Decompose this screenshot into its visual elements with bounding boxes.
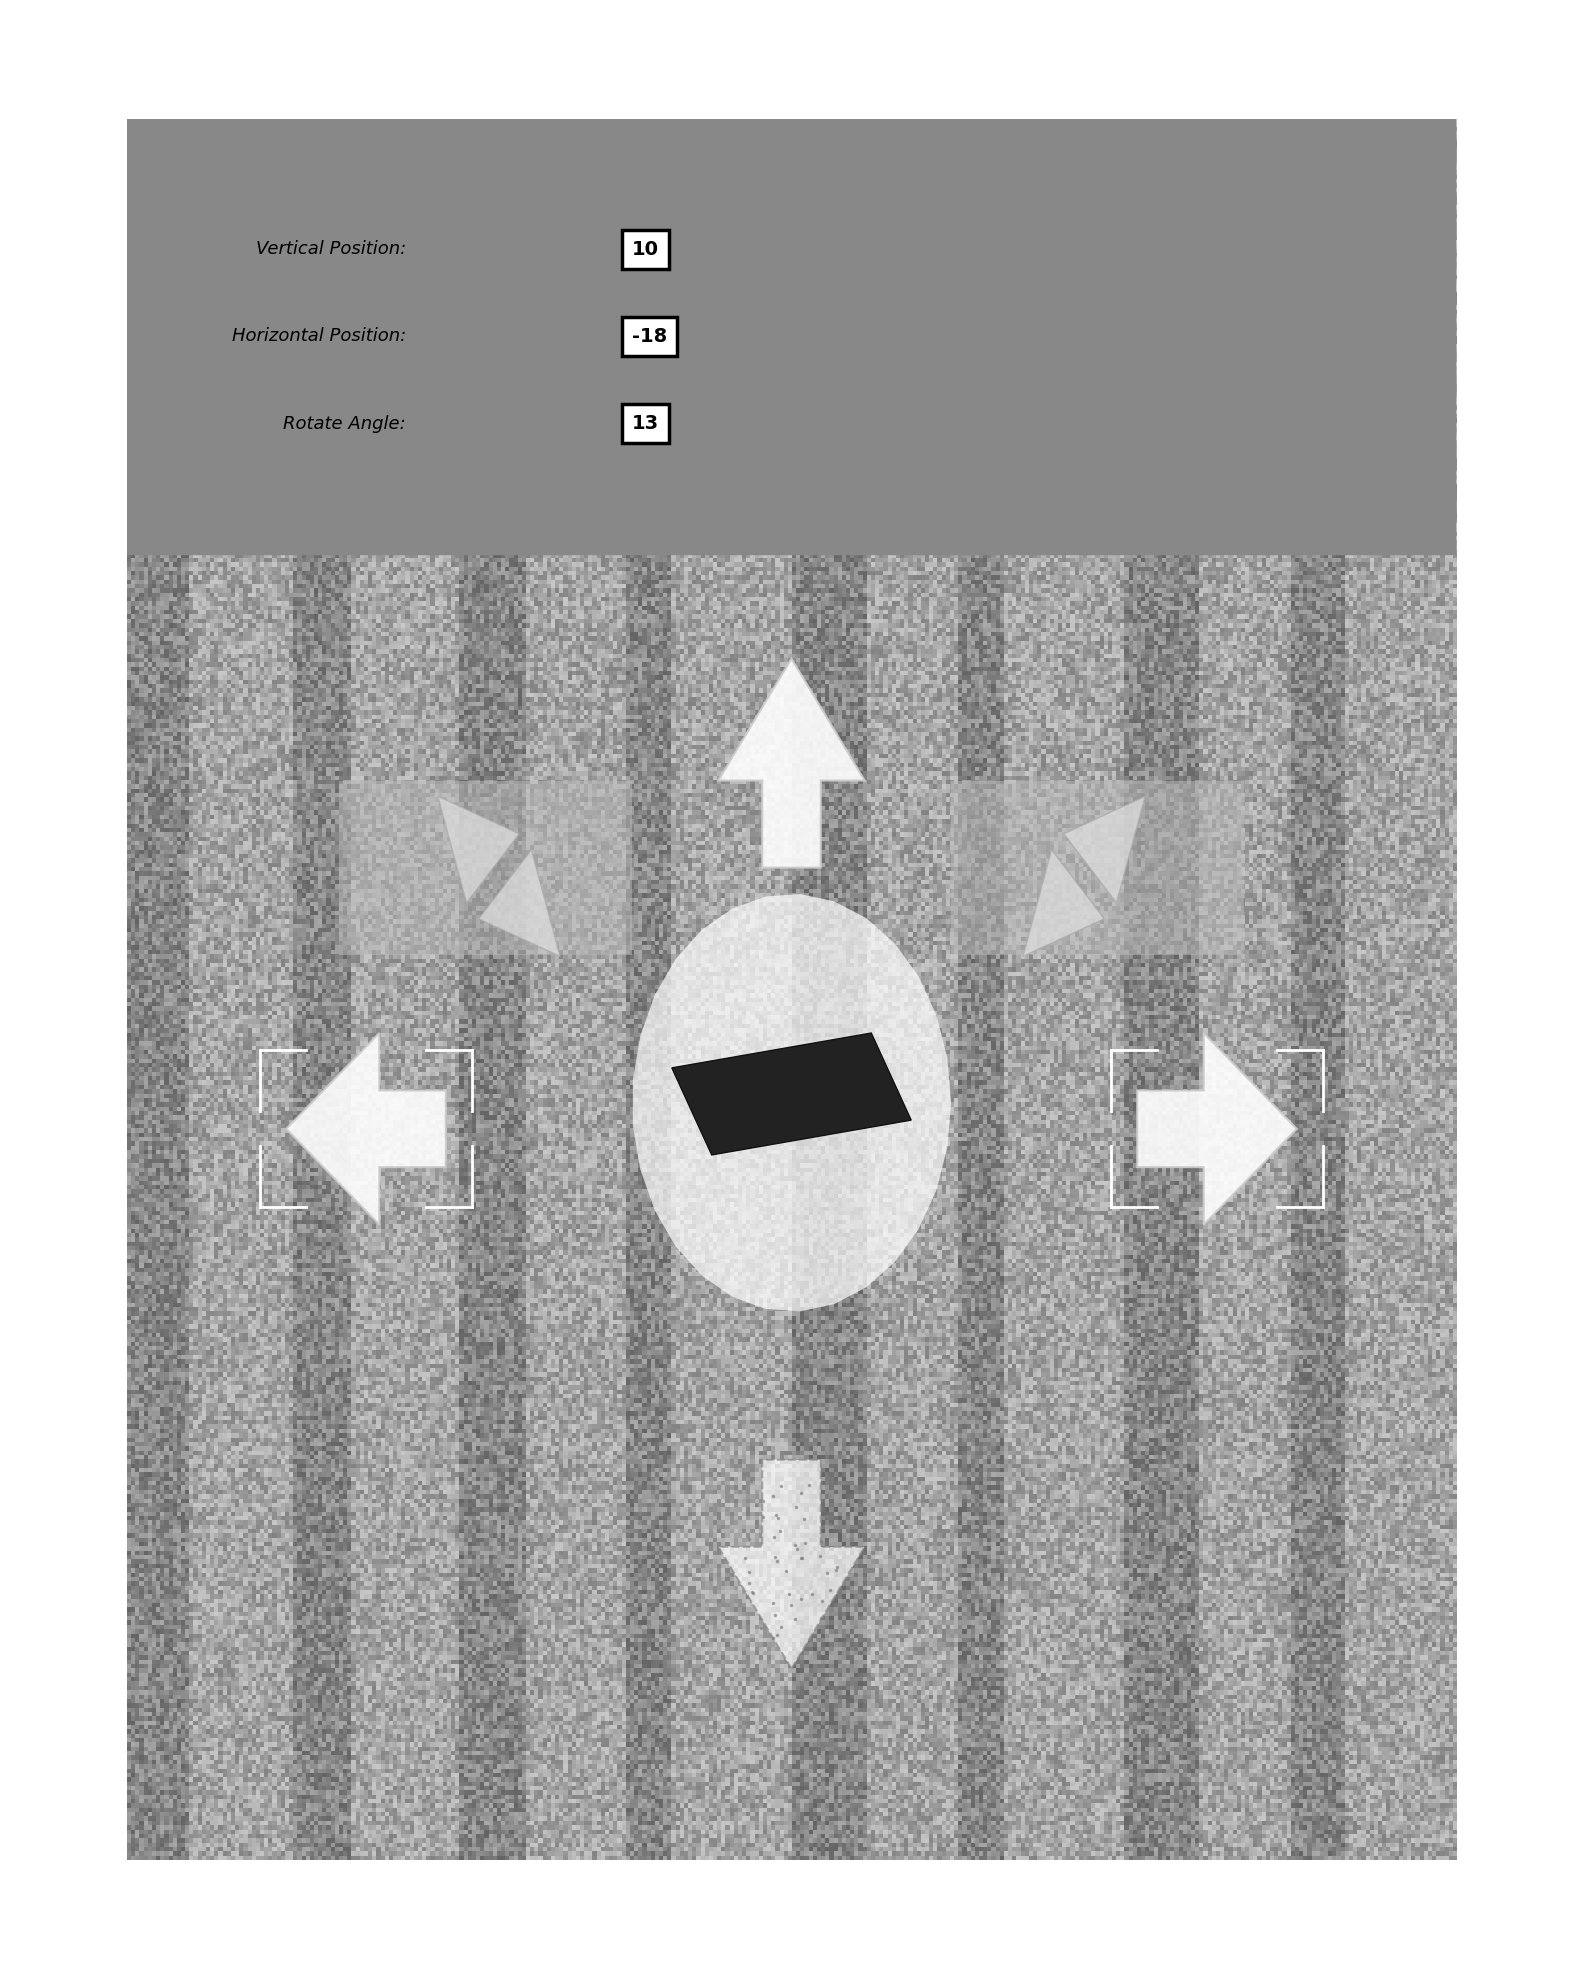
Text: Horizontal Position:: Horizontal Position: [231,327,405,346]
Text: Rotate Angle:: Rotate Angle: [283,414,405,433]
Polygon shape [633,895,951,1312]
Polygon shape [287,1033,446,1225]
Text: 13: 13 [632,414,659,433]
Text: 10k: 10k [969,1045,1404,1132]
Polygon shape [1137,1033,1296,1225]
Text: 10g: 10g [1205,900,1406,1104]
Text: 图 1: 图 1 [787,1708,836,1740]
Polygon shape [1064,796,1145,902]
Text: 10a: 10a [690,291,856,414]
Text: 10c: 10c [864,291,1059,495]
Polygon shape [1023,849,1105,956]
Bar [339,780,632,954]
Polygon shape [719,659,864,867]
Text: -18: -18 [632,327,666,346]
Text: 10j: 10j [222,1166,521,1294]
Bar [951,780,1244,954]
Text: Vertical Position:: Vertical Position: [255,239,405,259]
Polygon shape [671,1033,912,1156]
Polygon shape [719,1461,864,1668]
Text: 10d: 10d [917,617,1406,837]
Text: 10i: 10i [1143,687,1398,910]
Polygon shape [478,849,560,956]
Text: 10b: 10b [731,291,950,467]
Polygon shape [438,796,519,902]
Text: 10: 10 [331,257,385,295]
Text: 10h: 10h [222,687,500,910]
Text: 10f: 10f [222,900,418,1104]
Bar [127,119,1456,554]
Text: 10: 10 [632,239,659,259]
Text: 10e: 10e [864,1431,980,1621]
